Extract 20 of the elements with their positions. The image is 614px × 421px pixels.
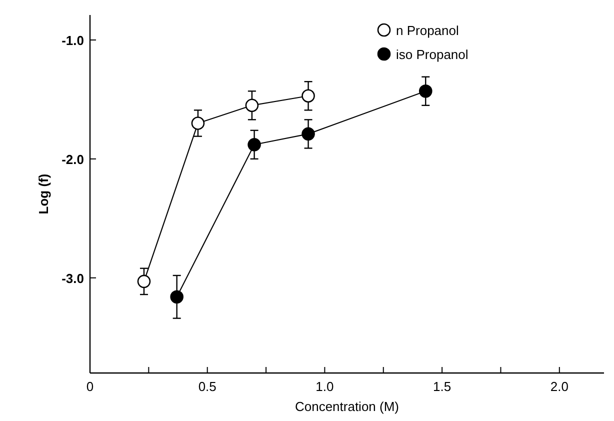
point [248,138,261,152]
point [170,290,184,304]
y-tick-label: -3.0 [62,270,84,286]
x-tick-label: 0.5 [198,379,216,394]
point [418,84,432,98]
x-tick-label: 1.5 [433,379,452,394]
x-tick-label: 0 [86,379,94,394]
legend-label: iso Propanol [396,47,468,62]
x-axis-title: Concentration (M) [294,399,400,414]
point [302,89,315,103]
y-tick-label: -2.0 [62,152,84,167]
x-tick-label: 2.0 [550,379,568,394]
point [191,116,205,130]
point [302,127,315,141]
point [137,274,151,288]
x-tick-label: 1.0 [316,379,334,394]
legend-label: n Propanol [396,23,459,38]
y-tick-label: -1.0 [62,32,84,48]
y-axis-title: Log (f) [36,174,51,214]
point [245,98,259,112]
